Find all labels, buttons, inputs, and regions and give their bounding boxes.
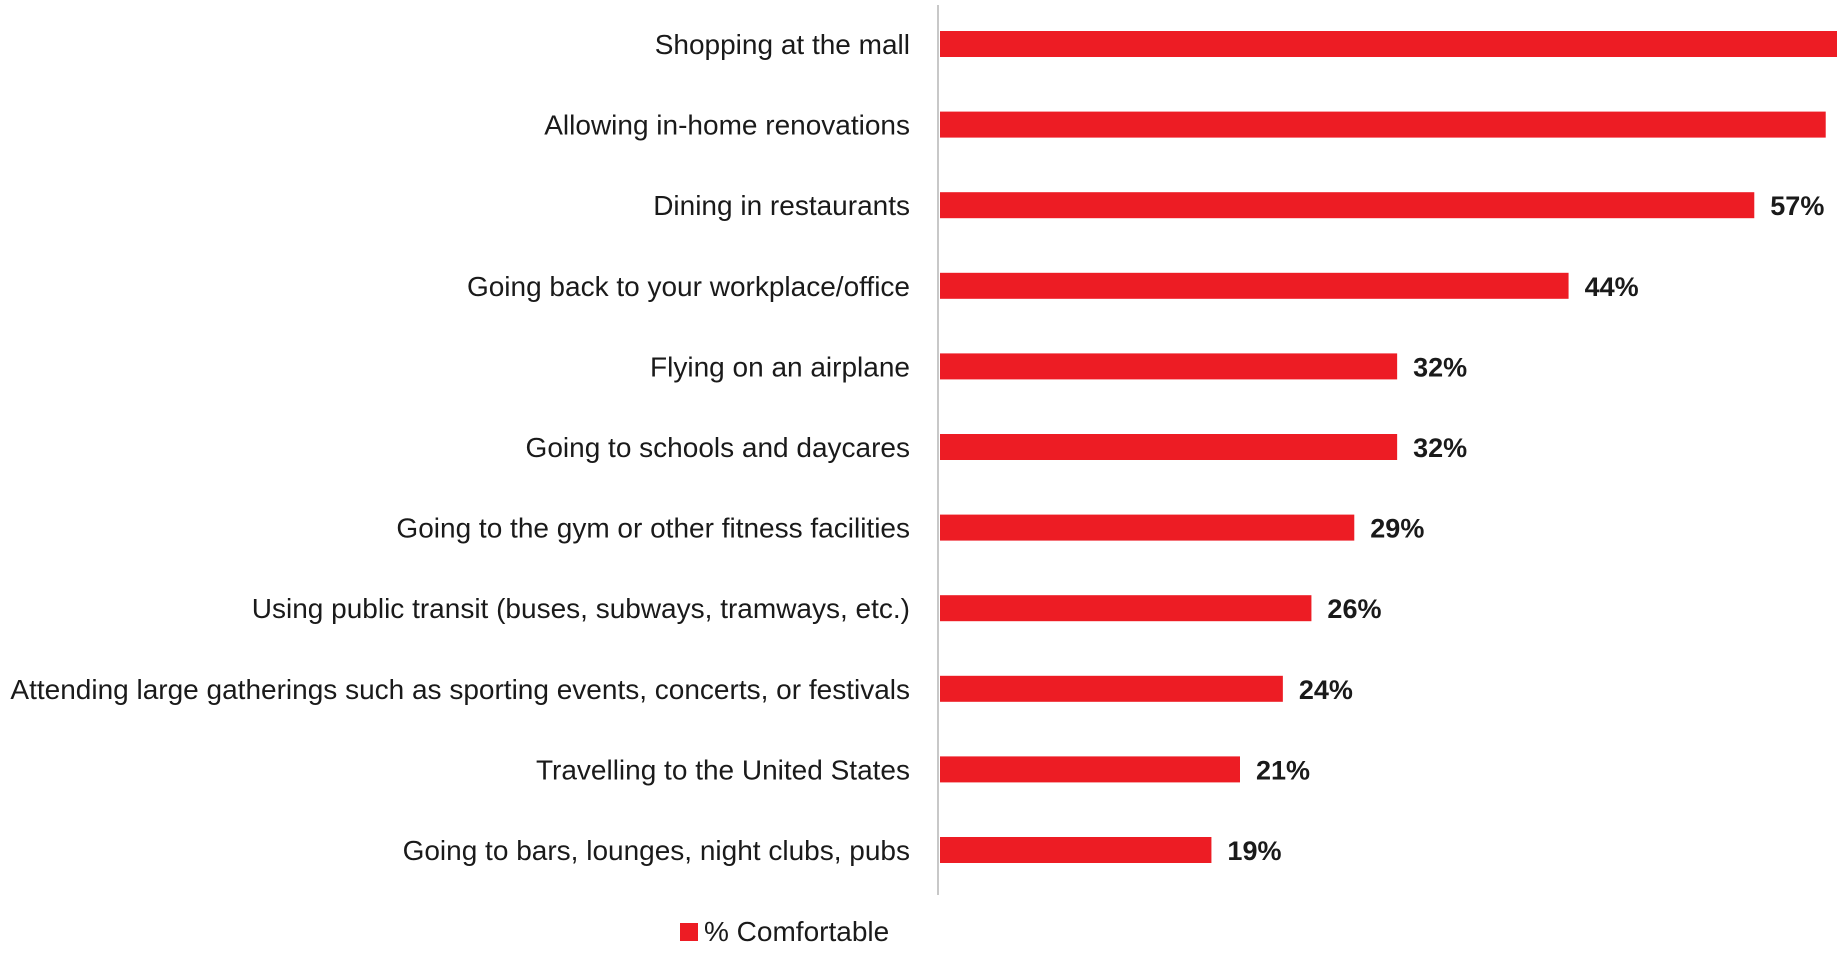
bar <box>940 595 1311 621</box>
bar <box>940 353 1397 379</box>
category-label: Going back to your workplace/office <box>467 271 910 302</box>
bar <box>940 192 1754 218</box>
bars <box>940 31 1837 863</box>
bar <box>940 112 1826 138</box>
value-label: 29% <box>1370 514 1424 544</box>
value-label: 26% <box>1327 594 1381 624</box>
value-label: 44% <box>1585 272 1639 302</box>
legend-swatch <box>680 923 698 941</box>
category-label: Going to schools and daycares <box>526 432 910 463</box>
category-label: Travelling to the United States <box>536 754 910 785</box>
bar <box>940 434 1397 460</box>
bar <box>940 31 1837 57</box>
bar <box>940 273 1569 299</box>
value-label: 24% <box>1299 675 1353 705</box>
category-label: Going to bars, lounges, night clubs, pub… <box>403 835 910 866</box>
bar <box>940 837 1211 863</box>
legend-label: % Comfortable <box>704 916 889 947</box>
bar <box>940 756 1240 782</box>
category-label: Using public transit (buses, subways, tr… <box>252 593 910 624</box>
category-label: Flying on an airplane <box>650 351 910 382</box>
value-label: 19% <box>1227 836 1281 866</box>
value-label: 57% <box>1770 191 1824 221</box>
category-label: Allowing in-home renovations <box>544 110 910 141</box>
value-label: 32% <box>1413 352 1467 382</box>
category-labels: Shopping at the mall Allowing in-home ren… <box>10 29 910 866</box>
bar <box>940 676 1283 702</box>
value-label: 32% <box>1413 433 1467 463</box>
bar <box>940 515 1354 541</box>
value-label: 21% <box>1256 755 1310 785</box>
legend: % Comfortable <box>680 916 889 947</box>
category-label: Shopping at the mall <box>655 29 910 60</box>
category-label: Dining in restaurants <box>653 190 910 221</box>
category-label: Attending large gatherings such as sport… <box>10 674 910 705</box>
category-label: Going to the gym or other fitness facili… <box>396 513 910 544</box>
